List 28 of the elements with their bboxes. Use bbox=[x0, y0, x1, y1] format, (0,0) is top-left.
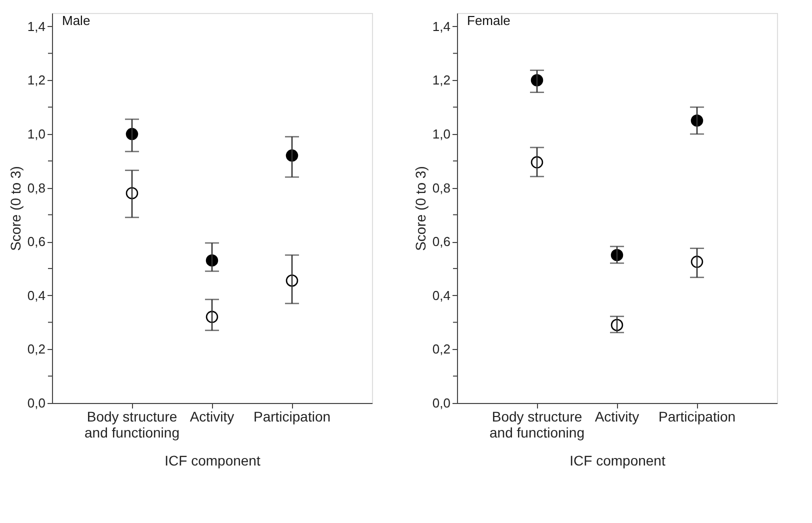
x-tick-label: Participation bbox=[658, 408, 736, 424]
y-tick-label: 0,4 bbox=[432, 288, 450, 303]
y-tick-label: 1,0 bbox=[27, 126, 46, 142]
chart-title: Female bbox=[467, 13, 510, 28]
y-tick-label: 0,4 bbox=[27, 288, 46, 303]
y-tick-label: 1,2 bbox=[432, 72, 450, 88]
x-tick-label: Body structure and functioning bbox=[84, 408, 180, 440]
x-axis-title: ICF component bbox=[164, 452, 260, 468]
x-axis-title: ICF component bbox=[570, 452, 666, 468]
y-axis-title: Score (0 to 3) bbox=[7, 166, 24, 251]
y-tick-label: 0,8 bbox=[27, 180, 46, 196]
y-tick-label: 0,0 bbox=[432, 396, 450, 410]
y-tick-label: 0,2 bbox=[432, 342, 450, 357]
y-tick-label: 0,6 bbox=[432, 234, 450, 250]
chart-title: Male bbox=[62, 13, 90, 28]
x-tick-label: Body structure and functioning bbox=[490, 408, 584, 440]
x-tick-label: Activity bbox=[594, 408, 640, 424]
x-tick-label: Participation bbox=[253, 408, 331, 424]
y-tick-label: 0,6 bbox=[27, 234, 46, 250]
y-axis-title: Score (0 to 3) bbox=[412, 166, 428, 251]
x-tick-label: Activity bbox=[190, 408, 234, 424]
y-tick-label: 1,4 bbox=[432, 18, 450, 34]
y-tick-label: 1,0 bbox=[432, 126, 450, 142]
y-tick-label: 1,2 bbox=[27, 72, 46, 88]
y-tick-label: 0,2 bbox=[27, 342, 46, 357]
y-tick-label: 0,0 bbox=[27, 396, 46, 410]
y-tick-label: 1,4 bbox=[27, 18, 46, 34]
y-tick-label: 0,8 bbox=[432, 180, 450, 196]
